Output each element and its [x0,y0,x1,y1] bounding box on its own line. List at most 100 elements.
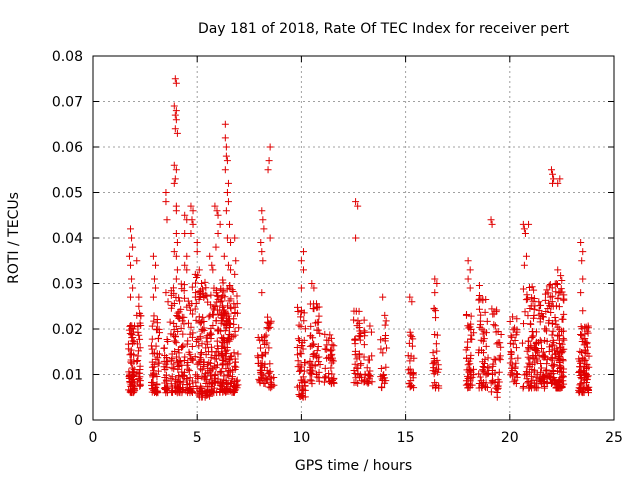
data-point [431,275,439,283]
data-point [153,381,161,389]
data-point [435,365,443,373]
data-point [554,281,562,289]
data-point [298,392,306,400]
data-point [356,333,364,341]
data-point [198,279,206,287]
data-point [258,248,266,256]
data-point [482,342,490,350]
data-point [264,318,272,326]
data-point [579,307,587,315]
data-point [581,335,589,343]
data-point [560,336,568,344]
y-axis-label: ROTI / TECUs [6,192,22,284]
data-point [181,261,189,269]
data-point [549,327,557,335]
data-point [170,326,178,334]
data-point [202,344,210,352]
data-point [368,352,376,360]
data-point [227,295,235,303]
data-point [584,324,592,332]
data-point [149,252,157,260]
data-point [222,365,230,373]
data-point [257,368,265,376]
data-point [409,371,417,379]
data-point [264,325,272,333]
data-point [490,355,498,363]
data-point [493,340,501,348]
data-point [228,375,236,383]
data-point [468,381,476,389]
data-point [227,305,235,313]
data-point [226,220,234,228]
data-point [129,284,137,292]
data-point [218,361,226,369]
data-point [352,198,360,206]
data-point [167,356,175,364]
data-point [360,353,368,361]
data-point [201,393,209,401]
data-point [378,384,386,392]
data-point [405,339,413,347]
data-point [527,342,535,350]
data-point [523,363,531,371]
data-point [528,360,536,368]
data-point [179,378,187,386]
data-point [508,333,516,341]
data-point [297,366,305,374]
data-point [322,345,330,353]
data-point [197,349,205,357]
data-point [475,370,483,378]
data-point [552,350,560,358]
data-point [234,350,242,358]
data-point [222,354,230,362]
data-point [223,324,231,332]
data-point [127,293,135,301]
data-point [512,359,520,367]
data-point [558,288,566,296]
data-point [179,385,187,393]
data-point [321,330,329,338]
data-point [191,293,199,301]
data-point [579,248,587,256]
data-point [214,211,222,219]
data-point [558,276,566,284]
data-point [513,328,521,336]
data-point [527,320,535,328]
data-point [202,284,210,292]
data-point [408,298,416,306]
data-point [432,340,440,348]
data-point [254,352,262,360]
data-point [524,312,532,320]
data-point [466,355,474,363]
data-point [406,328,414,336]
data-point [152,261,160,269]
data-point [430,370,438,378]
data-point [231,309,239,317]
data-point [170,320,178,328]
data-point [175,388,183,396]
data-point [152,284,160,292]
data-point [511,336,519,344]
data-point [514,354,522,362]
data-point [406,357,414,365]
data-point [189,310,197,318]
data-point [323,336,331,344]
data-point [170,360,178,368]
data-point [553,280,561,288]
data-point [552,320,560,328]
data-point [191,305,199,313]
data-point [583,340,591,348]
data-point [170,179,178,187]
data-point [330,375,338,383]
data-point [529,314,537,322]
data-point [150,317,158,325]
data-point [171,75,179,83]
data-point [350,379,358,387]
data-point [171,332,179,340]
data-point [322,374,330,382]
data-point [172,339,180,347]
data-point [171,382,179,390]
data-point [257,374,265,382]
data-point [126,388,134,396]
data-point [530,286,538,294]
